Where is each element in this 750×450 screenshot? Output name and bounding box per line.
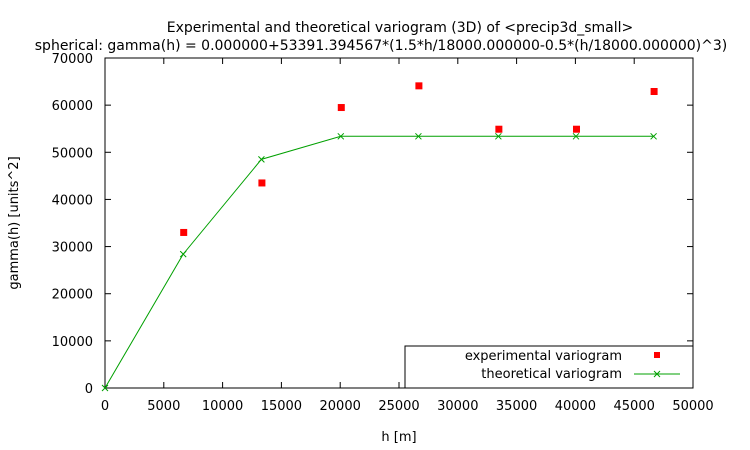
legend-label-theoretical: theoretical variogram xyxy=(481,367,622,382)
y-tick-label: 50000 xyxy=(52,146,93,161)
experimental-variogram-point xyxy=(258,179,266,187)
legend-box xyxy=(404,345,694,389)
theoretical-variogram-point xyxy=(179,250,187,258)
chart-subtitle: spherical: gamma(h) = 0.000000+53391.394… xyxy=(35,38,727,54)
y-tick-label: 40000 xyxy=(52,193,93,208)
experimental-variogram-point xyxy=(337,104,345,112)
series-layer xyxy=(101,82,658,392)
x-axis-ticks: 0 5000 10000 15000 20000 25000 30000 35000 40000… xyxy=(101,58,714,414)
plot-area-frame xyxy=(104,57,694,389)
experimental-variogram-point xyxy=(415,82,423,90)
x-tick-label: 45000 xyxy=(614,399,655,414)
theoretical-variogram-point xyxy=(337,132,345,140)
y-tick-label: 20000 xyxy=(52,288,93,303)
x-tick-label: 5000 xyxy=(147,399,180,414)
legend-marker-experimental xyxy=(654,352,660,358)
theoretical-variogram-point xyxy=(650,132,657,140)
x-tick-label: 10000 xyxy=(202,399,243,414)
y-tick-label: 10000 xyxy=(52,335,93,350)
theoretical-variogram-point xyxy=(415,132,422,140)
x-tick-label: 15000 xyxy=(261,399,302,414)
y-axis-label: gamma(h) [units^2] xyxy=(7,156,22,289)
x-tick-label: 40000 xyxy=(555,399,596,414)
y-tick-label: 0 xyxy=(85,382,93,397)
theoretical-variogram-point xyxy=(495,132,502,140)
experimental-variogram-point xyxy=(180,228,188,236)
experimental-variogram-point xyxy=(572,125,580,133)
y-tick-label: 60000 xyxy=(52,99,93,114)
x-tick-label: 0 xyxy=(101,399,109,414)
theoretical-variogram-line xyxy=(104,135,654,389)
theoretical-variogram-point xyxy=(258,156,265,163)
theoretical-variogram-point xyxy=(101,384,109,392)
x-tick-label: 20000 xyxy=(320,399,361,414)
x-axis-label: h [m] xyxy=(381,430,416,445)
y-tick-label: 30000 xyxy=(52,241,93,256)
theoretical-variogram-point xyxy=(572,132,580,140)
x-tick-label: 30000 xyxy=(437,399,478,414)
x-tick-label: 35000 xyxy=(496,399,537,414)
legend: experimental variogram theoretical vario… xyxy=(404,345,694,389)
chart-title: Experimental and theoretical variogram (… xyxy=(167,20,634,36)
y-axis-ticks: 0 10000 20000 30000 40000 50000 60000 70000 xyxy=(52,52,693,397)
x-tick-label: 50000 xyxy=(672,399,713,414)
y-tick-label: 70000 xyxy=(52,52,93,67)
experimental-variogram-point xyxy=(650,88,658,95)
legend-marker-theoretical xyxy=(653,370,661,378)
legend-label-experimental: experimental variogram xyxy=(465,349,622,364)
x-tick-label: 25000 xyxy=(378,399,419,414)
experimental-variogram-point xyxy=(495,125,503,133)
